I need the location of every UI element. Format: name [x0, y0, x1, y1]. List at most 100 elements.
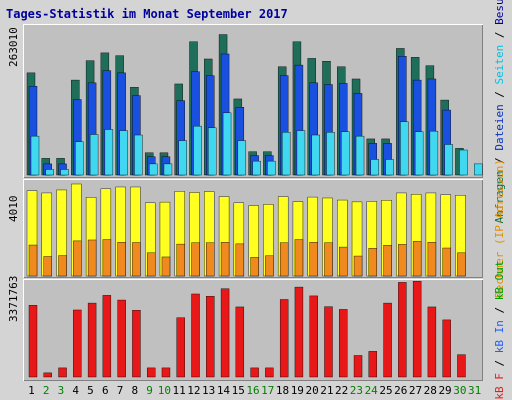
bar-middle-s2-day-17 — [265, 255, 274, 277]
panel-bottom: 3371763 kB F / kB In / kB Out — [7, 260, 506, 399]
bar-bottom-s1-day-17 — [265, 367, 274, 378]
bar-bottom-s1-day-4 — [73, 309, 82, 378]
bar-bottom-s1-day-12 — [191, 293, 200, 378]
bar-middle-s2-day-16 — [250, 257, 259, 277]
x-tick-day-25: 25 — [379, 384, 392, 397]
bar-middle-s2-day-9 — [146, 252, 156, 277]
x-tick-day-14: 14 — [217, 384, 231, 397]
ymax-label-middle: 4010 — [7, 196, 20, 223]
bar-bottom-s1-day-18 — [279, 299, 289, 378]
bar-top-s3-day-1 — [30, 135, 40, 176]
bar-bottom-s1-day-7 — [117, 299, 126, 378]
x-tick-day-26: 26 — [394, 384, 407, 397]
bar-middle-s2-day-22 — [339, 246, 348, 277]
legend-bottom: kB F / kB In / kB Out — [493, 260, 506, 399]
bar-bottom-s1-day-23 — [353, 355, 363, 378]
bar-middle-s2-day-26 — [398, 244, 407, 277]
legend-item-bottom-1: kB F — [493, 373, 506, 400]
legend-item-bottom-3: kB In — [493, 320, 506, 353]
x-tick-day-19: 19 — [291, 384, 304, 397]
x-tick-day-5: 5 — [87, 384, 94, 397]
bar-middle-s2-day-23 — [353, 255, 363, 277]
bar-bottom-s1-day-5 — [87, 302, 97, 378]
x-tick-day-18: 18 — [276, 384, 289, 397]
bar-middle-s2-day-3 — [58, 255, 67, 277]
bar-top-s3-day-14 — [222, 112, 232, 176]
bar-bottom-s1-day-22 — [339, 309, 348, 378]
bar-bottom-s1-day-3 — [58, 367, 67, 378]
panel-top: 263010 Anfragen / Dateien / Seiten / Besu… — [7, 0, 506, 224]
x-tick-day-28: 28 — [424, 384, 437, 397]
bar-top-s3-day-22 — [341, 131, 350, 176]
bar-middle-s2-day-13 — [206, 242, 215, 277]
legend-item-middle-1: Rechner (IP-Adressen) — [493, 159, 506, 298]
bar-top-s3-day-8 — [134, 134, 143, 176]
bar-top-s3-day-5 — [89, 134, 99, 176]
bar-top-s3-day-29 — [444, 144, 453, 176]
bar-top-s3-day-15 — [237, 140, 247, 176]
bar-top-s3-day-18 — [281, 132, 291, 176]
x-tick-day-27: 27 — [409, 384, 422, 397]
bar-bottom-s1-day-9 — [146, 367, 156, 378]
legend-item-top-6: / — [493, 25, 506, 45]
bar-middle-s2-day-6 — [102, 239, 112, 277]
x-tick-day-31: 31 — [468, 384, 481, 397]
bar-top-s3-day-21 — [326, 132, 335, 176]
x-tick-day-13: 13 — [202, 384, 215, 397]
bar-middle-s2-day-24 — [368, 248, 378, 277]
x-tick-day-3: 3 — [58, 384, 65, 397]
bar-middle-s2-day-10 — [161, 256, 171, 277]
bar-bottom-s1-day-14 — [220, 288, 230, 378]
legend-item-bottom-4: / — [493, 300, 506, 320]
bar-bottom-s1-day-16 — [250, 367, 259, 378]
x-tick-day-16: 16 — [246, 384, 259, 397]
bar-top-s3-day-20 — [311, 134, 320, 176]
x-tick-day-8: 8 — [131, 384, 138, 397]
bar-top-s3-day-12 — [193, 125, 202, 176]
x-tick-day-24: 24 — [365, 384, 379, 397]
x-tick-day-15: 15 — [232, 384, 245, 397]
bar-middle-s2-day-18 — [279, 242, 289, 277]
bar-bottom-s1-day-8 — [132, 310, 141, 378]
series-middle-2 — [28, 239, 466, 277]
bar-bottom-s1-day-1 — [28, 305, 38, 378]
bar-bottom-s1-day-25 — [383, 302, 392, 378]
bar-middle-s2-day-5 — [87, 239, 97, 277]
bar-top-s3-day-7 — [119, 130, 128, 176]
bar-top-s3-day-9 — [148, 163, 158, 176]
x-tick-day-4: 4 — [72, 384, 79, 397]
legend-middle: Rechner (IP-Adressen) — [493, 159, 506, 298]
bar-middle-s2-day-21 — [324, 242, 333, 277]
bar-top-s3-day-2 — [45, 169, 54, 176]
bar-middle-s2-day-11 — [176, 243, 185, 277]
bar-middle-s2-day-2 — [43, 256, 52, 277]
bar-middle-s2-day-14 — [220, 242, 230, 277]
bar-top-s3-day-11 — [178, 140, 187, 176]
ymax-label-top: 263010 — [7, 27, 20, 67]
legend-item-bottom-2: / — [493, 353, 506, 373]
bar-bottom-s1-day-29 — [442, 319, 451, 378]
bar-bottom-s1-day-30 — [457, 354, 466, 378]
bar-bottom-s1-day-24 — [368, 351, 378, 378]
bar-middle-s2-day-30 — [457, 252, 466, 277]
bar-middle-s2-day-20 — [309, 242, 318, 277]
x-tick-day-30: 30 — [453, 384, 466, 397]
bar-top-s3-day-13 — [208, 127, 217, 176]
bar-middle-s2-day-27 — [412, 241, 422, 277]
panel-middle: 4010 Rechner (IP-Adressen) — [7, 159, 506, 298]
bar-middle-s2-day-7 — [117, 242, 126, 277]
ymax-label-bottom: 3371763 — [7, 276, 20, 322]
bar-bottom-s1-day-13 — [206, 295, 215, 378]
bar-middle-s2-day-29 — [442, 247, 451, 277]
bar-top-s3-day-23 — [355, 135, 365, 176]
bar-bottom-s1-day-11 — [176, 317, 185, 378]
bar-middle-s2-day-12 — [191, 242, 200, 277]
x-tick-day-23: 23 — [350, 384, 363, 397]
bar-top-s3-day-24 — [370, 159, 380, 176]
bar-top-s3-day-3 — [60, 169, 69, 176]
bar-bottom-s1-day-6 — [102, 295, 112, 378]
bar-top-s3-day-28 — [429, 130, 439, 176]
legend-item-top-7: Besuche — [493, 0, 506, 25]
